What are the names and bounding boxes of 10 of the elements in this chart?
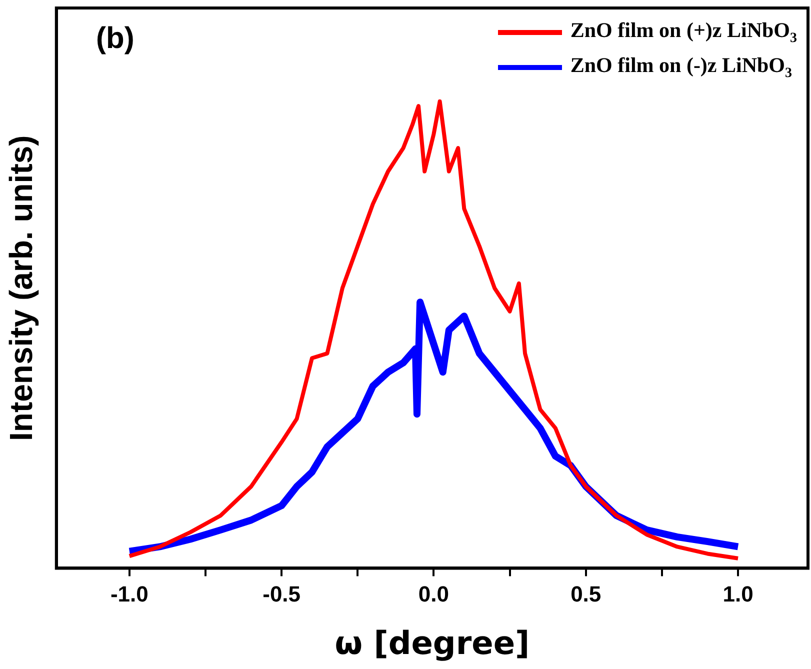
chart-title: (b) [96, 22, 134, 56]
y-axis-title: Intensity (arb. units) [3, 135, 40, 441]
x-tick-label: 0.5 [570, 581, 602, 606]
x-tick-label: -0.5 [262, 581, 301, 606]
x-tick-label: 0.0 [418, 581, 450, 606]
legend-label: ZnO film on (-)z LiNbO$_{3}$ [570, 53, 792, 82]
x-tick-label: 1.0 [722, 581, 754, 606]
x-tick-label: -1.0 [110, 581, 148, 606]
x-axis-title: ω [degree] [334, 624, 530, 662]
legend-label: ZnO film on (+)z LiNbO$_{3}$ [570, 18, 797, 48]
